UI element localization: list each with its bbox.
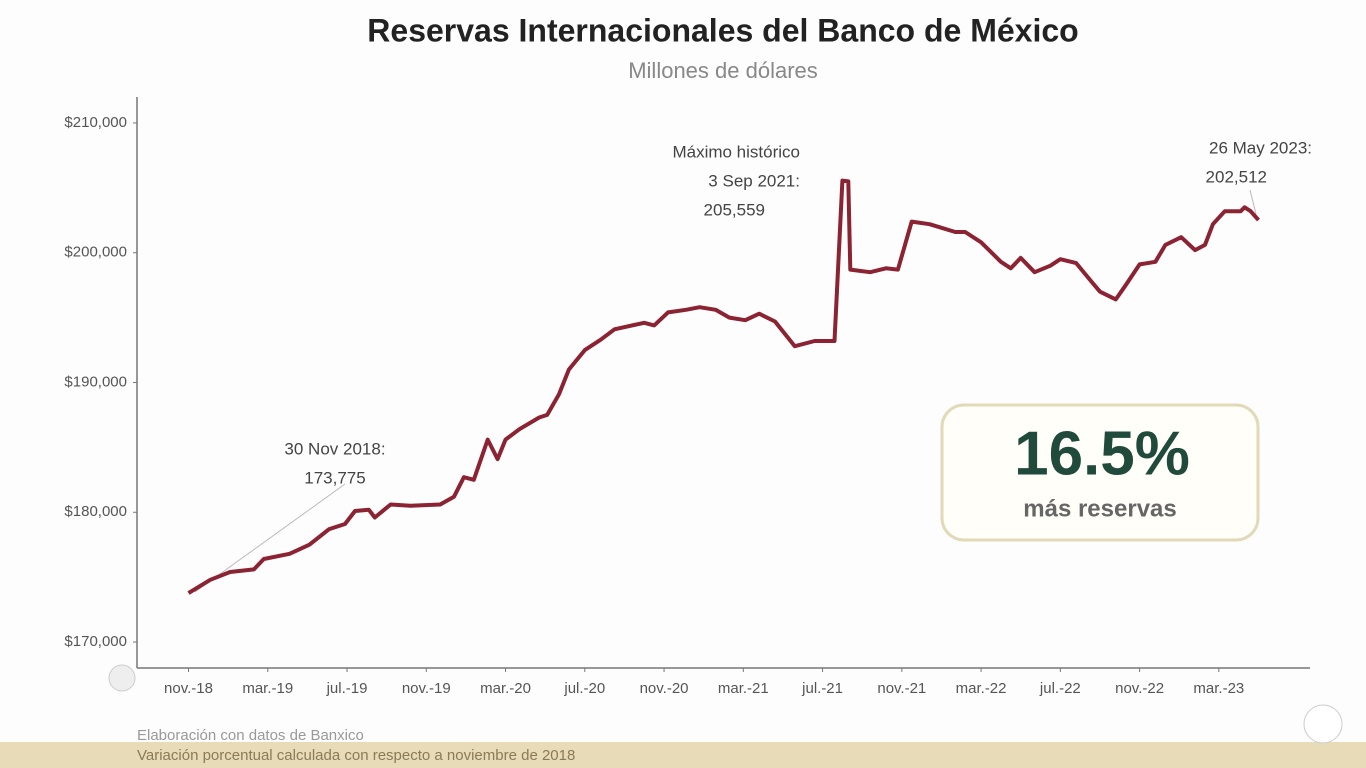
y-tick-label: $210,000 bbox=[64, 114, 127, 131]
x-tick-label: mar.-22 bbox=[956, 680, 1007, 697]
y-tick-label: $190,000 bbox=[64, 373, 127, 390]
annotation: 173,775 bbox=[304, 468, 365, 487]
annotation: 202,512 bbox=[1206, 167, 1267, 186]
note: Elaboración con datos de Banxico bbox=[137, 727, 364, 744]
chart-subtitle: Millones de dólares bbox=[628, 58, 818, 83]
x-tick-label: nov.-18 bbox=[164, 680, 213, 697]
y-tick-label: $170,000 bbox=[64, 633, 127, 650]
data-line bbox=[187, 178, 1260, 595]
callout-text: más reservas bbox=[1023, 495, 1176, 522]
x-tick-label: nov.-21 bbox=[877, 680, 926, 697]
x-tick-label: mar.-19 bbox=[242, 680, 293, 697]
footer-band bbox=[0, 742, 1366, 768]
x-tick-label: nov.-19 bbox=[402, 680, 451, 697]
logo bbox=[1303, 704, 1343, 744]
y-tick-label: $180,000 bbox=[64, 503, 127, 520]
x-tick-label: jul.-20 bbox=[563, 680, 605, 697]
callout-box bbox=[940, 403, 1260, 542]
annotation: Máximo histórico bbox=[672, 142, 800, 161]
callout-value: 16.5% bbox=[1014, 419, 1190, 488]
x-tick-label: mar.-21 bbox=[718, 680, 769, 697]
x-tick-label: jul.-19 bbox=[326, 680, 368, 697]
y-tick-label: $200,000 bbox=[64, 244, 127, 261]
annotation: 26 May 2023: bbox=[1209, 138, 1312, 157]
x-tick-label: nov.-20 bbox=[640, 680, 689, 697]
x-tick-label: mar.-20 bbox=[480, 680, 531, 697]
x-tick-label: nov.-22 bbox=[1115, 680, 1164, 697]
x-tick-label: jul.-21 bbox=[801, 680, 843, 697]
chart-title: Reservas Internacionales del Banco de Mé… bbox=[367, 12, 1078, 48]
leader-line bbox=[1249, 189, 1257, 215]
seal bbox=[108, 664, 136, 692]
note: Variación porcentual calculada con respe… bbox=[137, 747, 575, 764]
x-tick-label: jul.-22 bbox=[1039, 680, 1081, 697]
annotation: 30 Nov 2018: bbox=[284, 439, 385, 458]
annotation: 205,559 bbox=[704, 200, 765, 219]
annotation: 3 Sep 2021: bbox=[708, 171, 800, 190]
x-tick-label: mar.-23 bbox=[1193, 680, 1244, 697]
